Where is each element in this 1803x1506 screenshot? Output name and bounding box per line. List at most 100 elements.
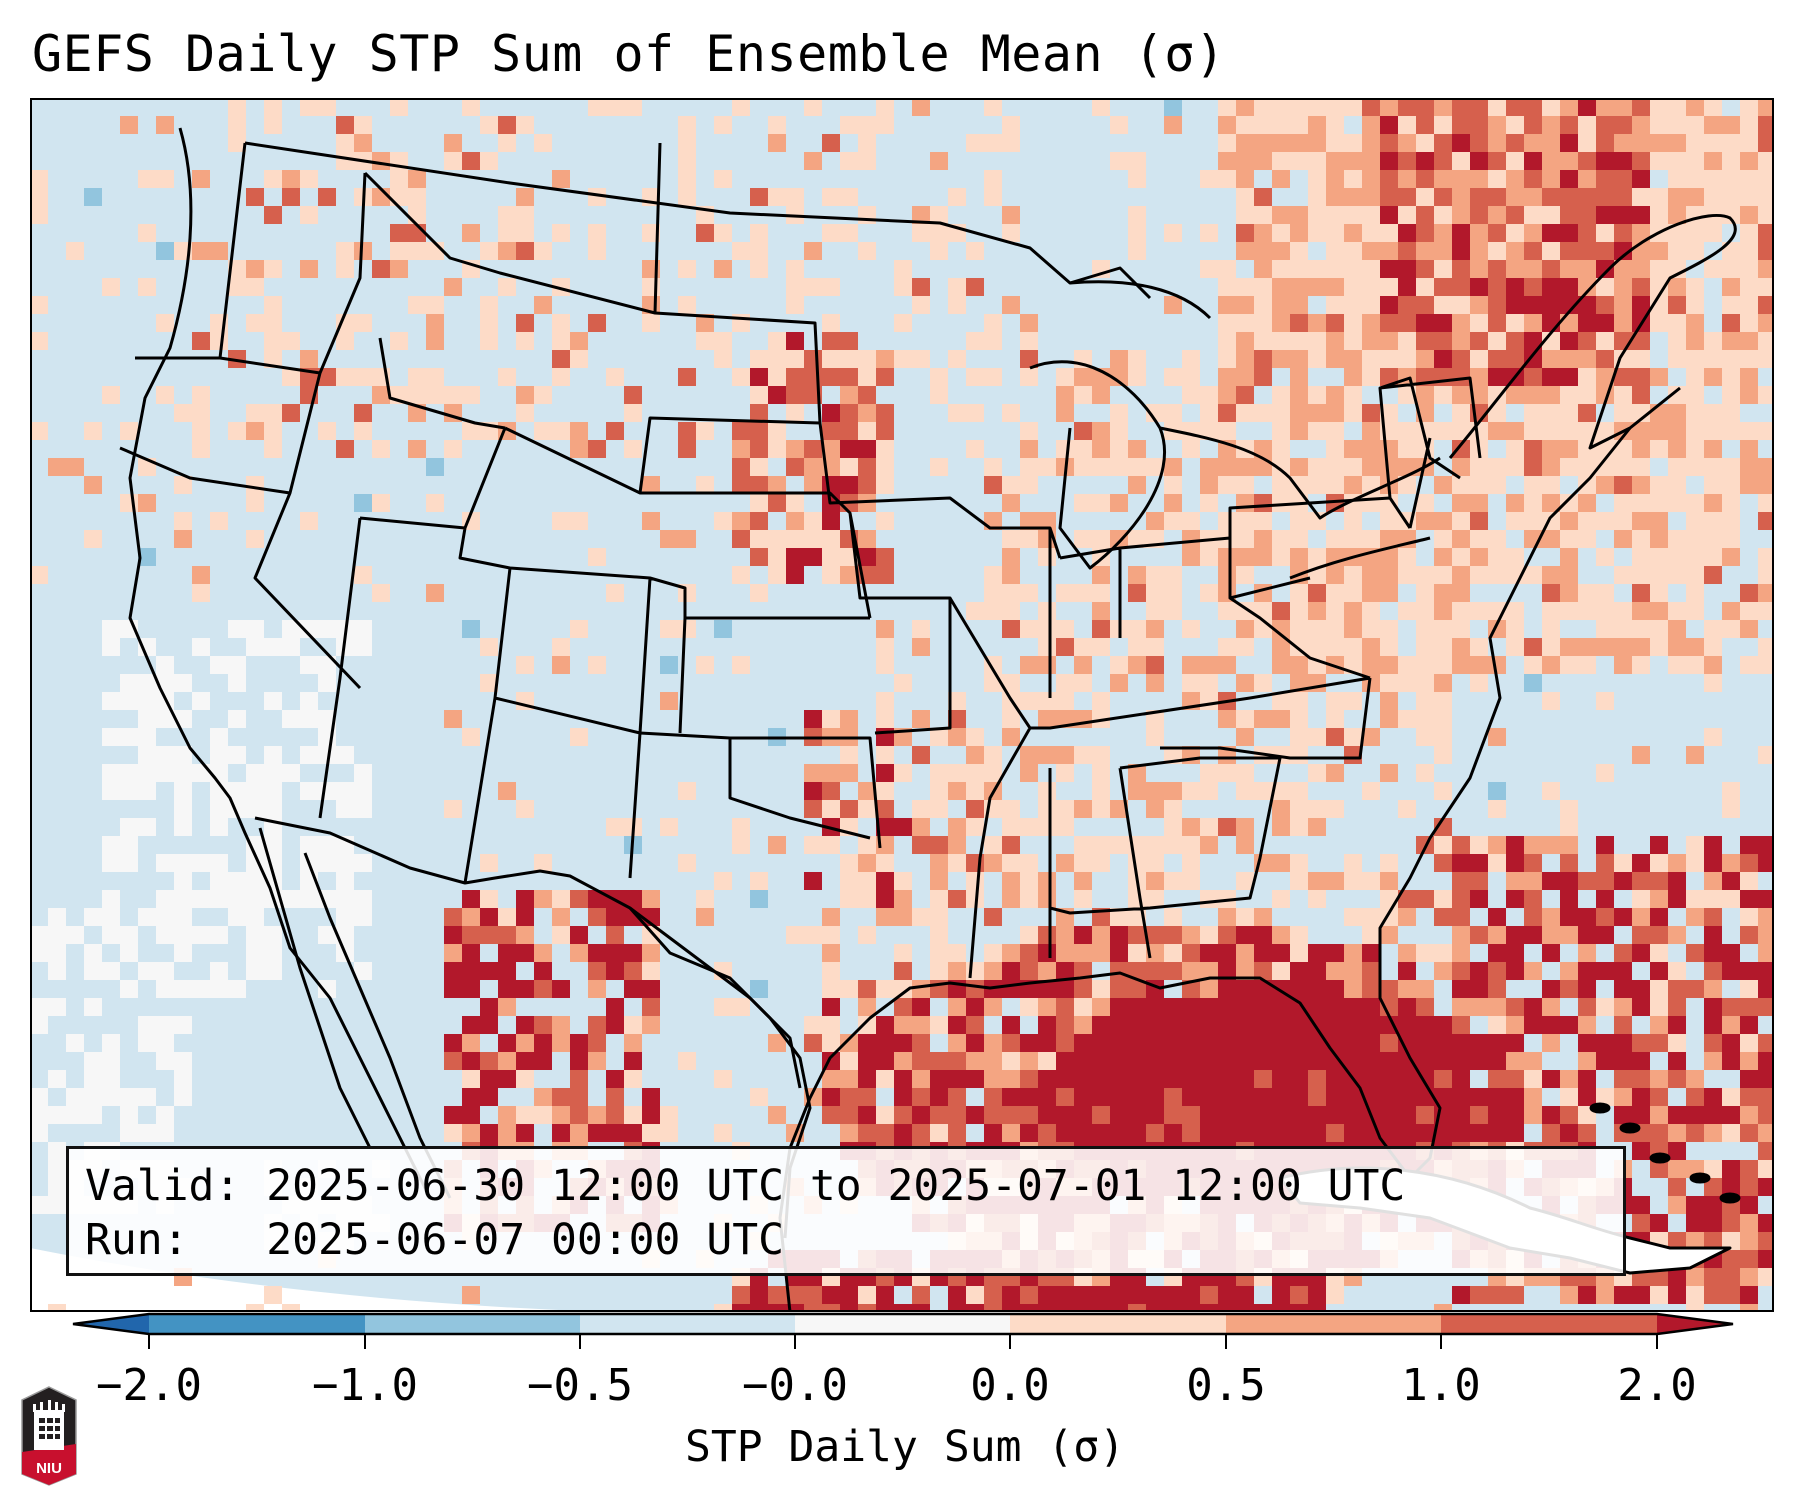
stp-cell xyxy=(1236,962,1254,980)
stp-cell xyxy=(1344,350,1362,368)
stp-cell xyxy=(1308,188,1326,206)
stp-cell xyxy=(1686,890,1704,908)
stp-cell xyxy=(1092,1124,1110,1142)
stp-cell xyxy=(1488,170,1506,188)
stp-cell xyxy=(1218,476,1236,494)
stp-cell xyxy=(1470,1052,1488,1070)
stp-cell xyxy=(1308,152,1326,170)
stp-cell xyxy=(948,1124,966,1142)
stp-cell xyxy=(1236,1124,1254,1142)
stp-cell xyxy=(1146,404,1164,422)
stp-cell xyxy=(948,782,966,800)
stp-cell xyxy=(1218,1034,1236,1052)
stp-cell xyxy=(1236,476,1254,494)
stp-cell xyxy=(1380,1106,1398,1124)
stp-cell xyxy=(174,1070,192,1088)
stp-cell xyxy=(1290,602,1308,620)
stp-cell xyxy=(1542,566,1560,584)
stp-cell xyxy=(1290,368,1308,386)
stp-cell xyxy=(570,926,588,944)
stp-cell xyxy=(750,188,768,206)
stp-cell xyxy=(1578,224,1596,242)
stp-cell xyxy=(930,1070,948,1088)
stp-cell xyxy=(264,962,282,980)
stp-cell xyxy=(1128,1124,1146,1142)
stp-cell xyxy=(1542,872,1560,890)
stp-cell xyxy=(768,1106,786,1124)
stp-cell xyxy=(696,314,714,332)
stp-cell xyxy=(102,620,120,638)
stp-cell xyxy=(1110,1286,1128,1304)
stp-cell xyxy=(1650,494,1668,512)
stp-cell xyxy=(930,386,948,404)
stp-cell xyxy=(786,404,804,422)
stp-cell xyxy=(804,926,822,944)
stp-cell xyxy=(1740,1034,1758,1052)
stp-cell xyxy=(570,890,588,908)
stp-cell xyxy=(1272,530,1290,548)
stp-cell xyxy=(462,1124,480,1142)
stp-cell xyxy=(1074,638,1092,656)
stp-cell xyxy=(570,1070,588,1088)
stp-cell xyxy=(210,728,228,746)
stp-cell xyxy=(1236,134,1254,152)
stp-cell xyxy=(768,188,786,206)
stp-cell xyxy=(1254,782,1272,800)
stp-cell xyxy=(1542,314,1560,332)
stp-cell xyxy=(1596,890,1614,908)
stp-cell xyxy=(1650,1070,1668,1088)
stp-cell xyxy=(516,386,534,404)
stp-cell xyxy=(1362,260,1380,278)
stp-cell xyxy=(1524,188,1542,206)
stp-cell xyxy=(1092,1106,1110,1124)
stp-cell xyxy=(1344,1052,1362,1070)
stp-cell xyxy=(1488,926,1506,944)
stp-cell xyxy=(1236,224,1254,242)
stp-cell xyxy=(1146,1106,1164,1124)
stp-cell xyxy=(1254,296,1272,314)
stp-cell xyxy=(1632,620,1650,638)
stp-cell xyxy=(30,296,48,314)
stp-cell xyxy=(1398,980,1416,998)
stp-cell xyxy=(1074,458,1092,476)
stp-cell xyxy=(1434,242,1452,260)
stp-cell xyxy=(1020,422,1038,440)
stp-cell xyxy=(1272,1070,1290,1088)
stp-cell xyxy=(1218,278,1236,296)
stp-cell xyxy=(804,872,822,890)
stp-cell xyxy=(1650,566,1668,584)
stp-cell xyxy=(1326,584,1344,602)
stp-cell xyxy=(264,314,282,332)
stp-cell xyxy=(1668,1106,1686,1124)
stp-cell xyxy=(1758,1142,1774,1160)
stp-cell xyxy=(966,800,984,818)
stp-cell xyxy=(858,422,876,440)
stp-cell xyxy=(1470,134,1488,152)
stp-cell xyxy=(498,278,516,296)
stp-cell xyxy=(372,584,390,602)
stp-cell xyxy=(156,890,174,908)
stp-cell xyxy=(1272,404,1290,422)
stp-cell xyxy=(1542,1106,1560,1124)
stp-cell xyxy=(1632,926,1650,944)
stp-cell xyxy=(318,422,336,440)
stp-cell xyxy=(1020,1034,1038,1052)
stp-cell xyxy=(1578,998,1596,1016)
stp-cell xyxy=(228,620,246,638)
stp-cell xyxy=(948,1052,966,1070)
stp-cell xyxy=(1002,728,1020,746)
stp-cell xyxy=(1488,782,1506,800)
stp-cell xyxy=(894,980,912,998)
stp-cell xyxy=(1560,458,1578,476)
stp-cell xyxy=(1524,836,1542,854)
stp-cell xyxy=(804,1016,822,1034)
stp-cell xyxy=(318,782,336,800)
stp-cell xyxy=(858,458,876,476)
stp-cell xyxy=(426,584,444,602)
stp-cell xyxy=(1218,422,1236,440)
stp-cell xyxy=(1578,152,1596,170)
stp-cell xyxy=(1578,908,1596,926)
stp-cell xyxy=(1704,350,1722,368)
stp-cell xyxy=(1146,1304,1164,1312)
stp-cell xyxy=(804,512,822,530)
